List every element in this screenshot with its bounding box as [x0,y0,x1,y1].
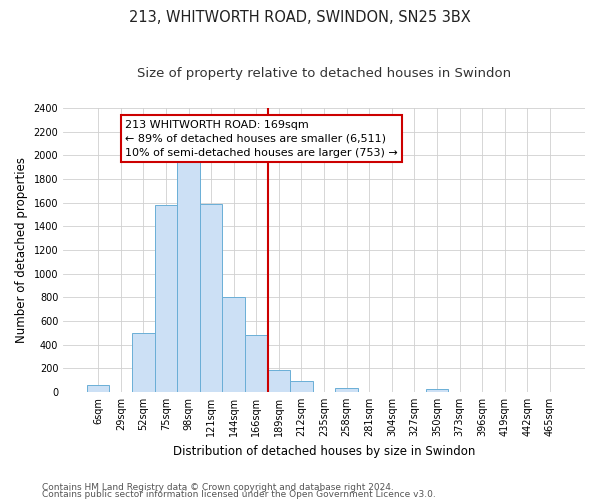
Bar [268,370,290,392]
Bar [177,162,200,392]
Bar [245,335,268,392]
Bar [335,388,358,392]
Bar [155,205,177,392]
Bar [200,204,223,392]
Text: 213, WHITWORTH ROAD, SWINDON, SN25 3BX: 213, WHITWORTH ROAD, SWINDON, SN25 3BX [129,10,471,25]
Bar [426,389,448,392]
Title: Size of property relative to detached houses in Swindon: Size of property relative to detached ho… [137,68,511,80]
Bar [87,386,109,392]
Bar [290,382,313,392]
X-axis label: Distribution of detached houses by size in Swindon: Distribution of detached houses by size … [173,444,475,458]
Bar [132,333,155,392]
Text: 213 WHITWORTH ROAD: 169sqm
← 89% of detached houses are smaller (6,511)
10% of s: 213 WHITWORTH ROAD: 169sqm ← 89% of deta… [125,120,398,158]
Y-axis label: Number of detached properties: Number of detached properties [15,157,28,343]
Bar [223,298,245,392]
Text: Contains HM Land Registry data © Crown copyright and database right 2024.: Contains HM Land Registry data © Crown c… [42,484,394,492]
Text: Contains public sector information licensed under the Open Government Licence v3: Contains public sector information licen… [42,490,436,499]
